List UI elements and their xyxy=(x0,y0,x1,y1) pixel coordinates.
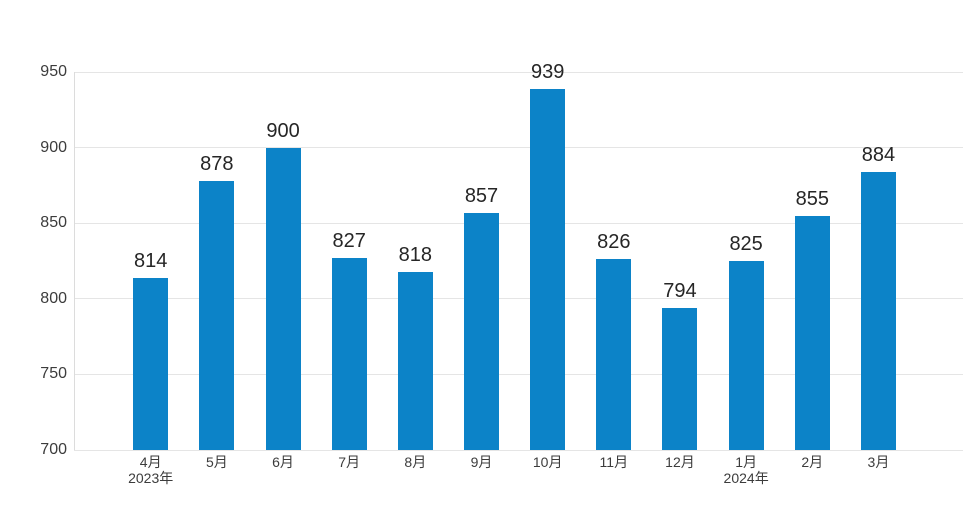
bar xyxy=(133,277,169,450)
y-gridline xyxy=(74,147,963,149)
bar-value-label: 939 xyxy=(530,60,565,83)
y-tick-label: 850 xyxy=(40,214,67,232)
x-tick-label: 4月 xyxy=(139,454,162,470)
x-tick-label: 12月 xyxy=(665,454,695,470)
bar-value-label: 814 xyxy=(134,249,168,272)
bar xyxy=(397,271,433,450)
x-tick-year-label: 2023年 xyxy=(128,470,174,486)
x-tick-label: 11月 xyxy=(599,454,629,470)
bar xyxy=(331,257,367,450)
x-tick-label: 1月 xyxy=(735,454,758,470)
x-tick-label: 6月 xyxy=(272,454,294,470)
y-gridline xyxy=(74,298,963,300)
x-tick-label: 9月 xyxy=(470,454,493,470)
bar-value-label: 878 xyxy=(200,152,234,175)
bar xyxy=(199,180,235,450)
bar-value-label: 827 xyxy=(332,229,366,252)
bar-value-label: 818 xyxy=(398,243,433,266)
y-tick-label: 800 xyxy=(40,289,67,307)
bar xyxy=(530,88,566,450)
bar xyxy=(662,307,698,450)
bar xyxy=(265,147,301,450)
bar-value-label: 794 xyxy=(663,279,697,302)
bar xyxy=(794,215,830,450)
y-axis-line xyxy=(74,72,75,450)
x-tick-label: 7月 xyxy=(338,454,361,470)
y-tick-label: 700 xyxy=(40,441,67,458)
y-gridline xyxy=(74,449,963,451)
bar xyxy=(728,261,764,450)
bar-value-label: 855 xyxy=(795,187,829,210)
x-tick-label: 10月 xyxy=(532,454,563,470)
y-gridline xyxy=(74,373,963,375)
x-tick-label: 3月 xyxy=(867,454,890,470)
x-tick-year-label: 2024年 xyxy=(723,470,769,486)
y-gridline xyxy=(74,222,963,224)
y-gridline xyxy=(74,71,963,73)
bar xyxy=(464,212,499,450)
bar xyxy=(860,171,896,450)
y-tick-label: 750 xyxy=(40,365,67,383)
x-tick-label: 5月 xyxy=(205,454,228,470)
x-tick-label: 2月 xyxy=(801,454,824,470)
bar-value-label: 857 xyxy=(464,184,499,207)
bar-value-label: 900 xyxy=(266,119,300,142)
x-tick-label: 8月 xyxy=(404,454,427,470)
bar xyxy=(596,259,632,450)
y-tick-label: 900 xyxy=(40,138,67,156)
bar-value-label: 826 xyxy=(597,231,631,254)
bar-value-label: 884 xyxy=(861,143,896,166)
bar-value-label: 825 xyxy=(729,233,763,255)
y-tick-label: 950 xyxy=(40,63,67,80)
